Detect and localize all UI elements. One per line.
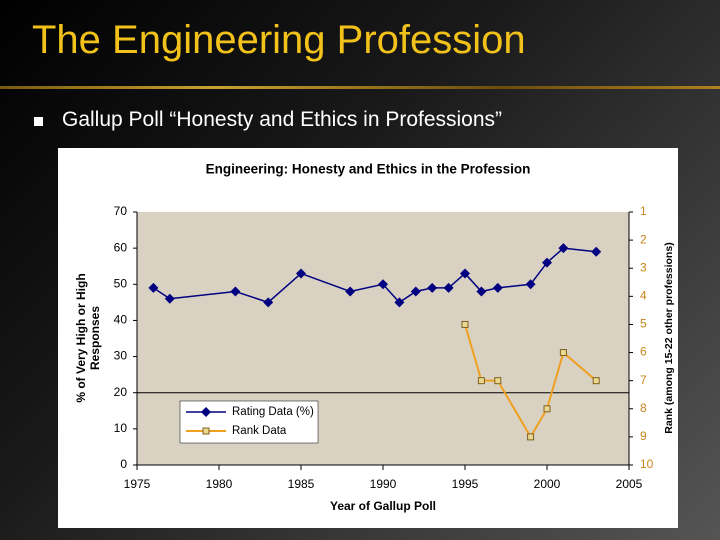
y-tick-label: 50 [114, 276, 128, 290]
legend-box [179, 400, 319, 444]
data-point [410, 286, 421, 297]
x-tick-label: 1985 [288, 477, 315, 491]
data-point [230, 286, 241, 297]
x-tick-label: 2000 [534, 477, 561, 491]
y2-tick-label: 6 [640, 345, 647, 359]
y-tick-label: 40 [114, 313, 128, 327]
y-axis-label: % of Very High or High [74, 273, 88, 402]
data-point [476, 286, 487, 297]
data-point [263, 297, 274, 308]
data-point [461, 320, 469, 328]
series-line [152, 247, 597, 304]
y-axis-label: Responses [88, 306, 102, 370]
x-tick-label: 1995 [452, 477, 479, 491]
data-point [345, 286, 356, 297]
bullet-icon [34, 117, 43, 126]
data-point [394, 297, 405, 308]
legend-marker [201, 407, 211, 417]
y2-tick-label: 10 [640, 457, 654, 471]
y2-tick-label: 5 [640, 317, 647, 331]
y2-tick-label: 1 [640, 204, 647, 218]
y-tick-label: 30 [114, 349, 128, 363]
data-point [558, 243, 569, 254]
legend-marker [202, 427, 210, 435]
y-tick-label: 10 [114, 421, 128, 435]
y-tick-label: 60 [114, 240, 128, 254]
data-point [492, 282, 503, 293]
y2-tick-label: 3 [640, 260, 647, 274]
x-tick-label: 1975 [124, 477, 151, 491]
y2-tick-label: 9 [640, 429, 647, 443]
y2-tick-label: 7 [640, 373, 647, 387]
data-point [543, 405, 551, 413]
data-point [378, 279, 388, 290]
data-point [494, 377, 502, 385]
data-point [164, 293, 175, 304]
y2-tick-label: 4 [640, 289, 647, 303]
chart-title: Engineering: Honesty and Ethics in the P… [206, 162, 531, 177]
x-axis-label: Year of Gallup Poll [330, 499, 436, 513]
y2-tick-label: 2 [640, 232, 647, 246]
legend-label: Rank Data [232, 425, 287, 437]
y-tick-label: 0 [120, 457, 127, 471]
x-tick-label: 2005 [616, 477, 643, 491]
data-point [542, 257, 552, 268]
x-tick-label: 1990 [370, 477, 397, 491]
data-point [527, 433, 535, 441]
y2-tick-label: 8 [640, 401, 647, 415]
data-point [443, 282, 454, 293]
data-point [477, 377, 485, 385]
bullet-text: Gallup Poll “Honesty and Ethics in Profe… [62, 108, 503, 131]
data-point [591, 246, 602, 257]
data-point [525, 279, 536, 290]
data-point [148, 282, 159, 293]
y-tick-label: 20 [114, 385, 128, 399]
data-point [559, 349, 567, 357]
x-tick-label: 1980 [206, 477, 233, 491]
legend-label: Rating Data (%) [232, 406, 314, 418]
y2-axis-label: Rank (among 15-22 other professions) [663, 242, 675, 433]
data-point [427, 282, 438, 293]
data-point [296, 268, 306, 279]
chart: Engineering: Honesty and Ethics in the P… [58, 148, 678, 528]
y-tick-label: 70 [114, 204, 128, 218]
title-rule [0, 86, 720, 89]
slide-title: The Engineering Profession [32, 18, 526, 62]
data-point [460, 268, 470, 279]
data-point [592, 377, 600, 385]
